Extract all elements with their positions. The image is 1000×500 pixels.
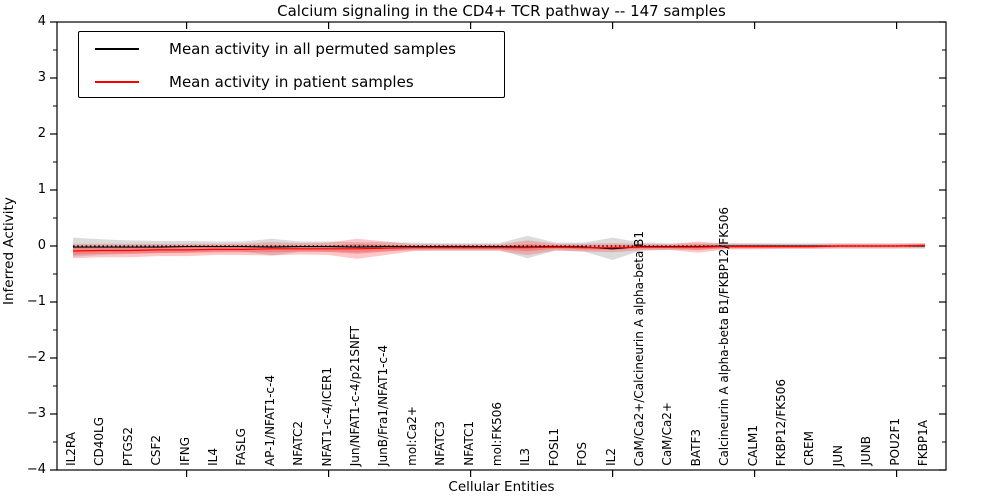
x-tick-label: FOS (575, 442, 590, 466)
legend-line-permuted-icon (95, 48, 139, 50)
x-tick-label: IL2RA (64, 432, 78, 466)
x-tick-label: CaM/Ca2+ (660, 402, 675, 466)
x-tick-label: Jun/NFAT1-c-4/p21SNFT (348, 325, 362, 466)
legend-line-patient-icon (95, 81, 139, 83)
legend-label-permuted: Mean activity in all permuted samples (169, 40, 456, 58)
x-tick-label: NFATC3 (433, 421, 448, 466)
patient-mean-line (72, 244, 926, 252)
y-tick-label: 4 (37, 14, 46, 29)
x-tick-label: JUNB (859, 436, 874, 466)
y-tick-label: 3 (37, 70, 46, 85)
x-tick-label: NFAT1-c-4/ICER1 (319, 366, 334, 466)
x-tick-label: IL3 (518, 448, 533, 466)
x-tick-label: FKBP12/FK506 (774, 378, 788, 466)
legend-row-permuted: Mean activity in all permuted samples (79, 33, 504, 65)
x-tick-label: POU2F1 (887, 418, 902, 466)
legend-row-patient: Mean activity in patient samples (79, 66, 504, 98)
x-axis-label: Cellular Entities (448, 479, 555, 495)
x-tick-label: IL2 (603, 448, 618, 466)
x-tick-label: JUN (830, 444, 845, 466)
chart-title: Calcium signaling in the CD4+ TCR pathwa… (277, 2, 726, 20)
x-tick-label: NFATC1 (461, 421, 476, 466)
patient-std-band (73, 238, 925, 259)
y-tick-label: −4 (26, 462, 46, 477)
legend-label-patient: Mean activity in patient samples (169, 73, 414, 91)
x-tick-label: mol:Ca2+ (404, 406, 419, 466)
x-tick-label: FASLG (234, 428, 249, 466)
y-tick-label: −2 (26, 350, 46, 365)
x-tick-label: CD40LG (92, 417, 107, 466)
legend: Mean activity in all permuted samples Me… (78, 31, 505, 98)
y-tick-label: 2 (37, 126, 46, 141)
x-tick-label: Calcineurin A alpha-beta B1/FKBP12/FK506 (717, 207, 732, 466)
x-tick-label: NFATC2 (291, 421, 306, 466)
y-tick-label: 0 (37, 238, 46, 253)
x-tick-label: CaM/Ca2+/Calcineurin A alpha-beta B1 (632, 230, 646, 466)
x-tick-label: CREM (802, 431, 817, 466)
x-tick-label: PTGS2 (120, 426, 135, 466)
x-tick-label: FOSL1 (546, 427, 561, 466)
y-tick-label: −3 (26, 406, 46, 421)
y-tick-label: 1 (37, 182, 46, 197)
x-tick-label: IL4 (206, 448, 220, 466)
x-tick-label: mol:FK506 (490, 401, 504, 466)
x-tick-label: JunB/Fra1/NFAT1-c-4 (376, 345, 391, 466)
y-tick-label: −1 (26, 294, 46, 309)
x-tick-label: AP-1/NFAT1-c-4 (262, 374, 277, 466)
x-tick-label: CALM1 (745, 424, 760, 466)
x-tick-label: FKBP1A (916, 419, 930, 466)
x-tick-label: BATF3 (688, 428, 703, 466)
x-tick-label: CSF2 (149, 435, 164, 466)
x-tick-label: IFNG (177, 437, 192, 466)
